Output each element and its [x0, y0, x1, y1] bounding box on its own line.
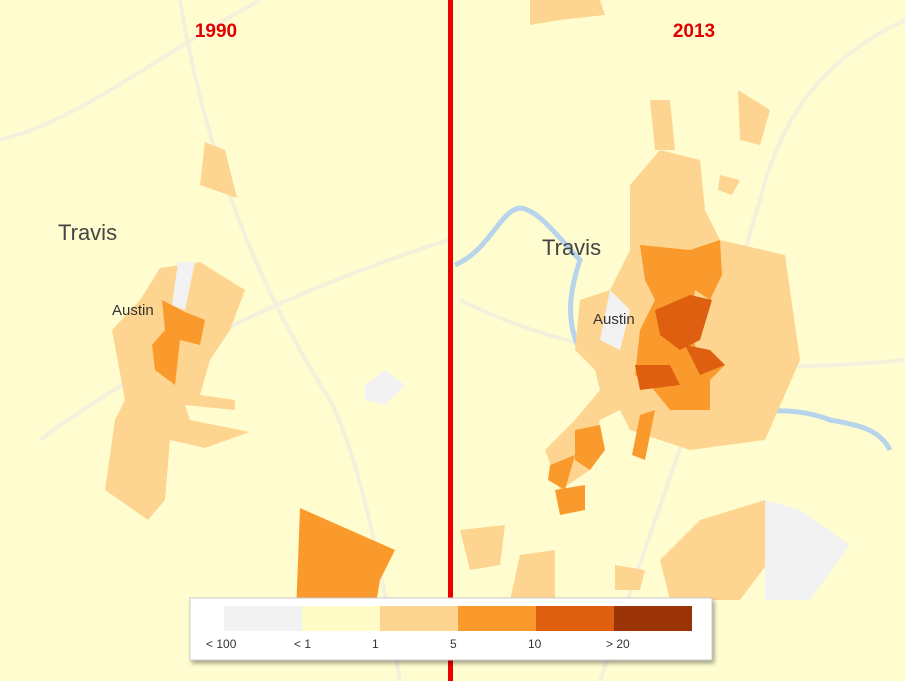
- county-label: Travis: [542, 235, 601, 260]
- legend-label: < 100: [206, 637, 237, 651]
- tracts-2013: [453, 0, 893, 600]
- legend-swatch: [302, 606, 380, 631]
- legend-label: 10: [528, 637, 542, 651]
- legend: < 100 < 1 1 5 10 > 20: [189, 597, 713, 661]
- legend-swatch: [380, 606, 458, 631]
- legend-swatch: [614, 606, 692, 631]
- legend-label: > 20: [606, 637, 630, 651]
- panel-title: 2013: [673, 21, 715, 42]
- divider: [448, 0, 453, 681]
- legend-swatch: [224, 606, 302, 631]
- legend-swatch: [458, 606, 536, 631]
- legend-label: 1: [372, 637, 379, 651]
- panel-title: 1990: [195, 21, 237, 42]
- legend-swatch: [536, 606, 614, 631]
- city-label: Austin: [112, 302, 154, 319]
- legend-label: < 1: [294, 637, 311, 651]
- county-label: Travis: [58, 220, 117, 245]
- city-label: Austin: [593, 311, 635, 328]
- legend-label: 5: [450, 637, 457, 651]
